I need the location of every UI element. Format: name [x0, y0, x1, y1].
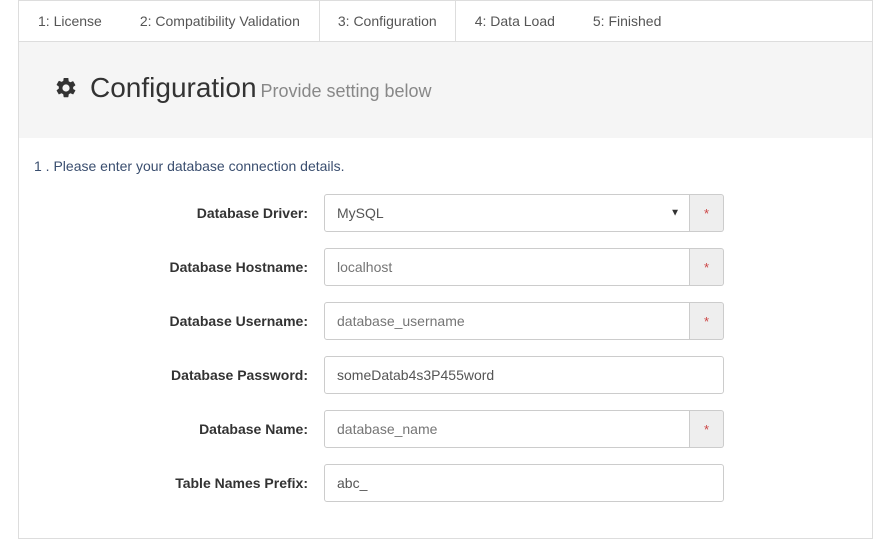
db-name-input[interactable] [324, 410, 690, 448]
required-marker: * [690, 410, 724, 448]
tab-configuration[interactable]: 3: Configuration [319, 1, 456, 41]
label-db-driver: Database Driver: [34, 205, 324, 221]
page-header: Configuration Provide setting below [18, 42, 873, 138]
page-title: Configuration [90, 72, 257, 103]
db-hostname-input[interactable] [324, 248, 690, 286]
header-text-wrap: Configuration Provide setting below [90, 72, 432, 104]
tab-finished[interactable]: 5: Finished [574, 1, 680, 41]
db-username-input[interactable] [324, 302, 690, 340]
required-marker: * [690, 248, 724, 286]
row-table-prefix: Table Names Prefix: [34, 464, 857, 502]
label-db-name: Database Name: [34, 421, 324, 437]
wizard-tabs: 1: License 2: Compatibility Validation 3… [18, 0, 873, 42]
db-driver-select[interactable]: MySQL [324, 194, 690, 232]
label-db-hostname: Database Hostname: [34, 259, 324, 275]
tab-license[interactable]: 1: License [19, 1, 121, 41]
row-db-driver: Database Driver: MySQL ▼ * [34, 194, 857, 232]
gear-icon [54, 76, 78, 100]
label-db-password: Database Password: [34, 367, 324, 383]
config-form: 1 . Please enter your database connectio… [18, 138, 873, 539]
row-db-hostname: Database Hostname: * [34, 248, 857, 286]
row-db-password: Database Password: [34, 356, 857, 394]
db-password-input[interactable] [324, 356, 724, 394]
intro-text: 1 . Please enter your database connectio… [34, 158, 857, 174]
required-marker: * [690, 302, 724, 340]
label-table-prefix: Table Names Prefix: [34, 475, 324, 491]
required-marker: * [690, 194, 724, 232]
row-db-username: Database Username: * [34, 302, 857, 340]
label-db-username: Database Username: [34, 313, 324, 329]
row-db-name: Database Name: * [34, 410, 857, 448]
tab-compatibility[interactable]: 2: Compatibility Validation [121, 1, 319, 41]
table-prefix-input[interactable] [324, 464, 724, 502]
page-subtitle: Provide setting below [260, 81, 431, 101]
tab-dataload[interactable]: 4: Data Load [456, 1, 574, 41]
